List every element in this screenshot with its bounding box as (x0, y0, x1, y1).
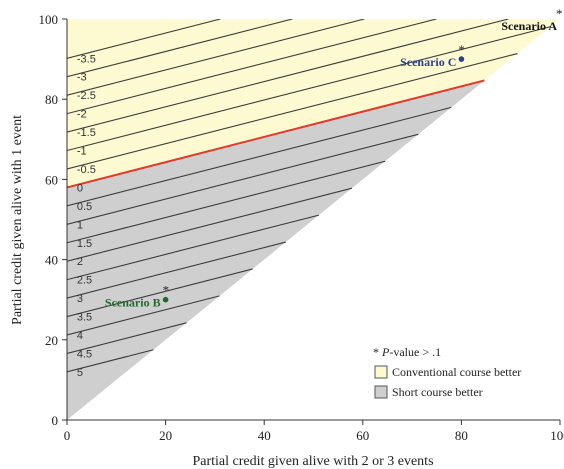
contour-line (67, 19, 437, 115)
scenario-markers: *Scenario A*Scenario B*Scenario C (105, 6, 563, 310)
contour-line (67, 187, 353, 262)
contour-label: 0.5 (77, 201, 92, 213)
scenario-point (458, 56, 465, 62)
x-tick-label: 100 (550, 428, 564, 443)
legend: * P-value > .1 Conventional course bette… (373, 345, 521, 399)
scenario-star: * (163, 283, 170, 298)
contour-line (67, 160, 386, 244)
x-axis-title: Partial credit given alive with 2 or 3 e… (192, 454, 433, 469)
y-tick-label: 80 (45, 92, 58, 107)
y-tick-label: 100 (39, 12, 59, 27)
legend-note-p: P (381, 345, 390, 359)
contour-line (67, 241, 286, 299)
conventional-better-region (67, 19, 560, 188)
x-tick-label: 80 (455, 428, 468, 443)
scenario-label: Scenario C (400, 55, 456, 69)
contour-label: 1 (77, 219, 83, 231)
contour-label: 4.5 (77, 348, 92, 360)
contour-lines (67, 19, 551, 373)
legend-note-prefix: * (373, 345, 382, 359)
legend-label-conventional: Conventional course better (392, 365, 521, 379)
x-ticks: 0 20 40 60 80 100 (64, 420, 564, 443)
contour-label: 5 (77, 367, 83, 379)
contour-line (67, 26, 551, 152)
scenario-label: Scenario A (501, 19, 557, 33)
contour-line (67, 295, 220, 336)
contour-label: -0.5 (77, 164, 96, 176)
contour-line (67, 133, 419, 225)
contour-line (67, 349, 154, 373)
scenario-label: Scenario B (105, 296, 161, 310)
zero-contour-line (66, 79, 485, 189)
contour-label: 1.5 (77, 238, 92, 250)
contour-line (67, 322, 187, 354)
contour-line (67, 268, 253, 318)
contour-label: -2 (77, 109, 87, 121)
contour-label: -1.5 (77, 127, 96, 139)
x-tick-label: 40 (258, 428, 271, 443)
contour-line (67, 19, 509, 133)
y-ticks: 0 20 40 60 80 100 (39, 12, 67, 428)
contour-label: 2.5 (77, 275, 92, 287)
contour-label: 3.5 (77, 312, 92, 324)
contour-line (67, 19, 365, 96)
y-tick-label: 0 (52, 413, 59, 428)
legend-label-short: Short course better (392, 385, 483, 399)
legend-note-rest: -value > .1 (389, 345, 441, 359)
legend-swatch-conventional (374, 365, 388, 379)
contour-line (67, 19, 293, 78)
scenario-star: * (458, 42, 465, 57)
x-tick-label: 20 (159, 428, 172, 443)
contour-label: -3 (77, 72, 87, 84)
x-tick-label: 60 (356, 428, 369, 443)
y-tick-label: 20 (45, 333, 58, 348)
legend-swatch-short (374, 385, 388, 399)
contour-label: 2 (77, 256, 83, 268)
contour-label: -3.5 (77, 53, 96, 65)
contour-label: 4 (77, 330, 83, 342)
axes (66, 19, 560, 421)
short-better-region (67, 80, 485, 420)
contour-line (67, 214, 320, 281)
legend-note: * P-value > .1 (373, 345, 441, 359)
scenario-point (162, 296, 169, 303)
y-tick-label: 60 (45, 172, 58, 187)
contour-line (67, 53, 518, 170)
contour-label: -1 (77, 146, 87, 158)
y-axis-title: Partial credit given alive with 1 event (10, 115, 25, 325)
contour-line (67, 19, 221, 59)
contour-labels: -3.5 -3 -2.5 -2 -1.5 -1 -0.5 0 0.5 1 1.5 2 2.5 3 3.5 4 4… (77, 53, 96, 379)
x-tick-label: 0 (64, 428, 71, 443)
scenario-star: * (556, 6, 563, 21)
contour-label: 0 (77, 182, 83, 194)
contour-label: -2.5 (77, 90, 96, 102)
contour-label: 3 (77, 293, 83, 305)
contour-line (67, 106, 452, 207)
y-tick-label: 40 (45, 253, 58, 268)
